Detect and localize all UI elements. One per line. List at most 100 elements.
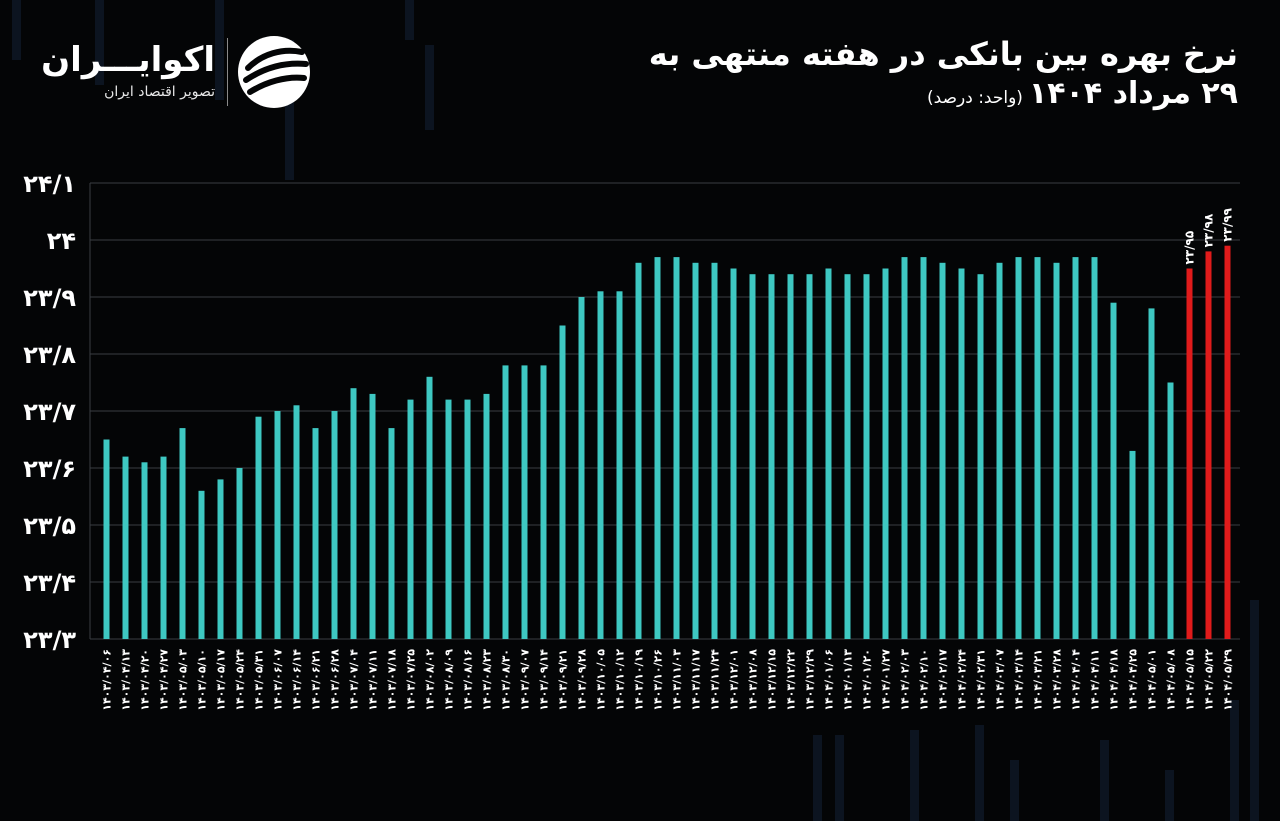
decor-candle bbox=[12, 0, 21, 60]
x-tick-label: ۱۴۰۳/۰۸/۳۰ bbox=[500, 649, 513, 711]
bar bbox=[407, 399, 414, 639]
decor-candle bbox=[1100, 740, 1109, 821]
x-tick-label: ۱۴۰۳/۱۰/۱۹ bbox=[633, 649, 646, 711]
data-label: ۲۳/۹۹ bbox=[1221, 207, 1235, 241]
x-tick-label: ۱۴۰۴/۰۱/۲۷ bbox=[880, 649, 893, 711]
x-tick-label: ۱۴۰۳/۰۴/۰۶ bbox=[101, 649, 114, 711]
x-tick-label: ۱۴۰۳/۱۲/۰۱ bbox=[728, 649, 741, 711]
bar-highlight bbox=[1205, 251, 1212, 639]
y-tick-label: ۲۳/۷ bbox=[23, 398, 76, 426]
y-tick-label: ۲۳/۹ bbox=[23, 284, 76, 312]
x-tick-label: ۱۴۰۳/۰۹/۲۸ bbox=[576, 649, 589, 711]
bar bbox=[350, 388, 357, 639]
bar bbox=[198, 490, 205, 639]
x-tick-label: ۱۴۰۳/۰۵/۲۴ bbox=[234, 649, 247, 711]
bar bbox=[388, 428, 395, 639]
bar bbox=[179, 428, 186, 639]
x-tick-label: ۱۴۰۳/۰۶/۱۴ bbox=[291, 649, 304, 711]
bar bbox=[1053, 262, 1060, 639]
x-tick-label: ۱۴۰۳/۱۰/۲۶ bbox=[652, 649, 665, 711]
x-tick-label: ۱۴۰۴/۰۵/۰۱ bbox=[1146, 649, 1159, 711]
x-tick-label: ۱۴۰۴/۰۳/۲۱ bbox=[1032, 649, 1045, 711]
y-tick-label: ۲۳/۴ bbox=[23, 569, 76, 597]
y-tick-label: ۲۳/۸ bbox=[23, 341, 76, 369]
x-tick-label: ۱۴۰۴/۰۳/۱۴ bbox=[1013, 649, 1026, 711]
bar bbox=[787, 274, 794, 639]
decor-candle bbox=[1230, 700, 1239, 821]
x-tick-label: ۱۴۰۳/۰۵/۳۱ bbox=[253, 649, 266, 711]
decor-candle bbox=[835, 735, 844, 821]
x-tick-label: ۱۴۰۳/۰۸/۰۹ bbox=[443, 649, 456, 711]
x-tick-label: ۱۴۰۴/۰۱/۲۰ bbox=[861, 649, 874, 711]
bar bbox=[521, 365, 528, 639]
x-tick-label: ۱۴۰۳/۱۲/۰۸ bbox=[747, 649, 760, 711]
decor-candle bbox=[813, 735, 822, 821]
x-tick-label: ۱۴۰۴/۰۲/۰۳ bbox=[899, 649, 912, 711]
bar bbox=[749, 274, 756, 639]
x-tick-label: ۱۴۰۴/۰۴/۱۱ bbox=[1089, 649, 1102, 711]
bar bbox=[1072, 257, 1079, 639]
bar bbox=[882, 268, 889, 639]
bar bbox=[711, 262, 718, 639]
x-tick-label: ۱۴۰۴/۰۴/۱۸ bbox=[1108, 649, 1121, 711]
bar bbox=[597, 291, 604, 639]
x-tick-label: ۱۴۰۳/۰۶/۲۸ bbox=[329, 649, 342, 711]
bar bbox=[1034, 257, 1041, 639]
bar-highlight bbox=[1224, 245, 1231, 639]
bar bbox=[483, 393, 490, 639]
x-tick-label: ۱۴۰۳/۱۰/۰۵ bbox=[595, 649, 608, 711]
bar bbox=[217, 479, 224, 639]
x-tick-label: ۱۴۰۳/۰۵/۱۰ bbox=[196, 649, 209, 711]
x-tick-label: ۱۴۰۳/۰۵/۰۳ bbox=[177, 649, 190, 711]
bar bbox=[293, 405, 300, 639]
x-tick-label: ۱۴۰۴/۰۱/۱۳ bbox=[842, 649, 855, 711]
x-tick-label: ۱۴۰۴/۰۲/۳۱ bbox=[975, 649, 988, 711]
decor-candle bbox=[425, 45, 434, 130]
decor-candle bbox=[1250, 600, 1259, 821]
decor-candle bbox=[975, 725, 984, 821]
x-tick-label: ۱۴۰۳/۱۱/۲۴ bbox=[709, 649, 722, 711]
x-tick-label: ۱۴۰۳/۰۶/۰۷ bbox=[272, 649, 285, 711]
x-tick-label: ۱۴۰۴/۰۳/۰۷ bbox=[994, 649, 1007, 711]
x-tick-label: ۱۴۰۴/۰۵/۱۵ bbox=[1184, 649, 1197, 711]
x-tick-label: ۱۴۰۴/۰۴/۲۵ bbox=[1127, 649, 1140, 711]
bar bbox=[768, 274, 775, 639]
title-date: ۲۹ مرداد ۱۴۰۴ bbox=[1028, 76, 1238, 111]
logo-divider bbox=[227, 38, 228, 106]
bar bbox=[939, 262, 946, 639]
bar bbox=[616, 291, 623, 639]
x-tick-label: ۱۴۰۳/۰۵/۱۷ bbox=[215, 649, 228, 711]
decor-candle bbox=[95, 0, 104, 85]
x-tick-label: ۱۴۰۳/۰۴/۱۳ bbox=[120, 649, 133, 711]
y-tick-label: ۲۳/۶ bbox=[23, 455, 76, 483]
x-tick-label: ۱۴۰۳/۱۱/۰۳ bbox=[671, 649, 684, 711]
bar bbox=[863, 274, 870, 639]
decor-candle bbox=[1010, 760, 1019, 821]
bar bbox=[464, 399, 471, 639]
bar bbox=[122, 456, 129, 639]
bar bbox=[236, 468, 243, 639]
x-tick-label: ۱۴۰۳/۰۷/۱۱ bbox=[367, 649, 380, 711]
bar bbox=[578, 297, 585, 639]
bar bbox=[920, 257, 927, 639]
x-tick-label: ۱۴۰۴/۰۵/۲۹ bbox=[1222, 649, 1235, 711]
bar bbox=[730, 268, 737, 639]
bar bbox=[502, 365, 509, 639]
bar bbox=[806, 274, 813, 639]
bar bbox=[255, 416, 262, 639]
decor-candle bbox=[910, 730, 919, 821]
brand-logo: اکوایـــران تصویر اقتصاد ایران bbox=[41, 34, 320, 114]
x-tick-label: ۱۴۰۳/۱۰/۱۲ bbox=[614, 649, 627, 711]
bar bbox=[958, 268, 965, 639]
bar bbox=[692, 262, 699, 639]
bar bbox=[331, 411, 338, 639]
decor-candle bbox=[215, 0, 224, 100]
bar bbox=[160, 456, 167, 639]
chart-title: نرخ بهره بین بانکی در هفته منتهی به ۲۹ م… bbox=[538, 34, 1238, 118]
x-tick-label: ۱۴۰۳/۰۹/۲۱ bbox=[557, 649, 570, 711]
x-tick-label: ۱۴۰۳/۱۲/۲۹ bbox=[804, 649, 817, 711]
y-tick-label: ۲۳/۳ bbox=[23, 626, 76, 654]
bar bbox=[901, 257, 908, 639]
